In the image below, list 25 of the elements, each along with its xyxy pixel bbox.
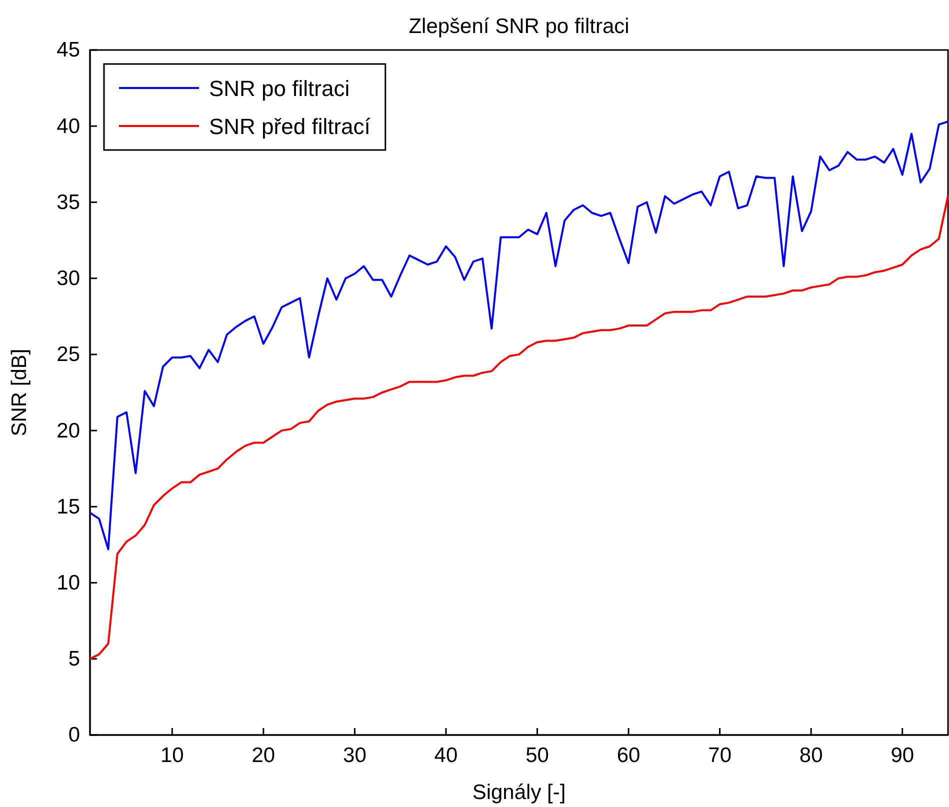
- x-tick-label: 70: [708, 744, 732, 767]
- x-tick-label: 50: [526, 744, 549, 767]
- line-series: [89, 195, 949, 660]
- x-tick-label: 80: [799, 744, 823, 767]
- y-tick-label: 0: [68, 724, 80, 747]
- y-tick-label: 20: [56, 419, 80, 442]
- x-tick-label: 30: [343, 744, 366, 767]
- x-axis-title: Signály [-]: [472, 781, 566, 804]
- x-tick-label: 40: [434, 744, 458, 767]
- y-tick-label: 35: [56, 190, 80, 214]
- y-axis-title: SNR [dB]: [8, 348, 31, 436]
- legend-label: SNR před filtrací: [209, 114, 370, 139]
- y-tick-label: 45: [56, 38, 80, 62]
- y-tick-label: 25: [56, 343, 80, 366]
- y-tick-label: 40: [56, 114, 80, 138]
- x-tick-label: 10: [160, 744, 184, 767]
- y-tick-label: 5: [68, 648, 80, 671]
- y-tick-label: 30: [56, 267, 80, 290]
- y-tick-label: 10: [56, 572, 80, 594]
- legend-label: SNR po filtraci: [209, 76, 350, 101]
- x-tick-label: 90: [890, 744, 914, 767]
- x-tick-label: 20: [252, 744, 276, 767]
- chart-title: Zlepšení SNR po filtraci: [408, 15, 630, 38]
- y-tick-label: 15: [56, 495, 80, 518]
- x-tick-label: 60: [616, 744, 640, 767]
